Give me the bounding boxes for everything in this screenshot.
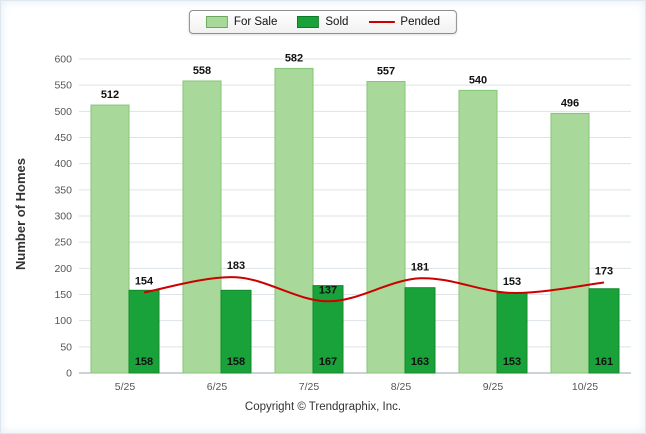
sold-swatch-icon — [297, 16, 320, 28]
pended-line-swatch-icon — [368, 21, 395, 23]
pended-value-label: 153 — [503, 276, 521, 288]
y-tick-label: 300 — [54, 211, 72, 223]
y-tick-label: 150 — [54, 289, 72, 301]
y-tick-label: 100 — [54, 315, 72, 327]
x-tick-label: 8/25 — [391, 381, 412, 393]
y-tick-label: 600 — [54, 54, 72, 66]
for-sale-value-label: 496 — [561, 97, 579, 109]
pended-line — [143, 276, 605, 303]
sold-bar — [496, 292, 528, 374]
legend: For Sale Sold Pended — [188, 10, 458, 34]
sold-bar — [220, 289, 252, 374]
y-tick-label: 450 — [54, 132, 72, 144]
y-tick-label: 0 — [66, 368, 72, 380]
x-tick-label: 10/25 — [572, 381, 598, 393]
y-tick-label: 550 — [54, 80, 72, 92]
x-tick-label: 5/25 — [115, 381, 136, 393]
for-sale-bar — [550, 112, 590, 374]
legend-item-sold: Sold — [297, 16, 348, 28]
y-tick-label: 200 — [54, 263, 72, 275]
y-tick-label: 50 — [60, 341, 72, 353]
copyright-text: Copyright © Trendgraphix, Inc. — [244, 401, 402, 413]
pended-value-label: 183 — [227, 260, 245, 272]
chart-plot-area: 0 50 100 150 200 250 300 350 400 450 500 550 600 512 1… — [54, 52, 631, 393]
pended-value-label: 173 — [595, 265, 613, 277]
x-tick-label: 7/25 — [299, 381, 320, 393]
x-tick-label: 9/25 — [483, 381, 504, 393]
legend-item-for-sale: For Sale — [205, 16, 278, 28]
for-sale-value-label: 557 — [377, 66, 395, 78]
for-sale-bar — [274, 67, 314, 374]
for-sale-value-label: 558 — [193, 65, 211, 77]
sold-value-label: 158 — [135, 356, 153, 368]
y-tick-label: 400 — [54, 158, 72, 170]
for-sale-bar — [182, 80, 222, 374]
pended-value-label: 154 — [135, 275, 154, 287]
legend-label-pended: Pended — [400, 16, 441, 28]
legend-label-sold: Sold — [325, 16, 349, 28]
legend-label-for-sale: For Sale — [233, 16, 278, 28]
sold-value-label: 161 — [595, 356, 613, 368]
sold-bar — [588, 288, 620, 374]
y-tick-label: 250 — [54, 237, 72, 249]
sold-bar — [404, 287, 436, 374]
x-tick-label: 6/25 — [207, 381, 228, 393]
for-sale-swatch-icon — [205, 16, 228, 28]
for-sale-value-label: 582 — [285, 52, 303, 64]
sold-value-label: 158 — [227, 356, 245, 368]
sold-bar — [128, 289, 160, 374]
y-tick-label: 350 — [54, 184, 72, 196]
for-sale-bar — [90, 104, 130, 374]
y-tick-label: 500 — [54, 106, 72, 118]
sold-value-label: 153 — [503, 356, 521, 368]
for-sale-value-label: 512 — [101, 89, 119, 101]
for-sale-bar — [458, 89, 498, 374]
pended-value-label: 181 — [411, 261, 429, 273]
sold-value-label: 167 — [319, 356, 337, 368]
sold-value-label: 163 — [411, 356, 429, 368]
legend-item-pended: Pended — [368, 16, 440, 28]
pended-value-label: 137 — [319, 284, 337, 296]
for-sale-bar — [366, 81, 406, 374]
for-sale-value-label: 540 — [469, 74, 487, 86]
